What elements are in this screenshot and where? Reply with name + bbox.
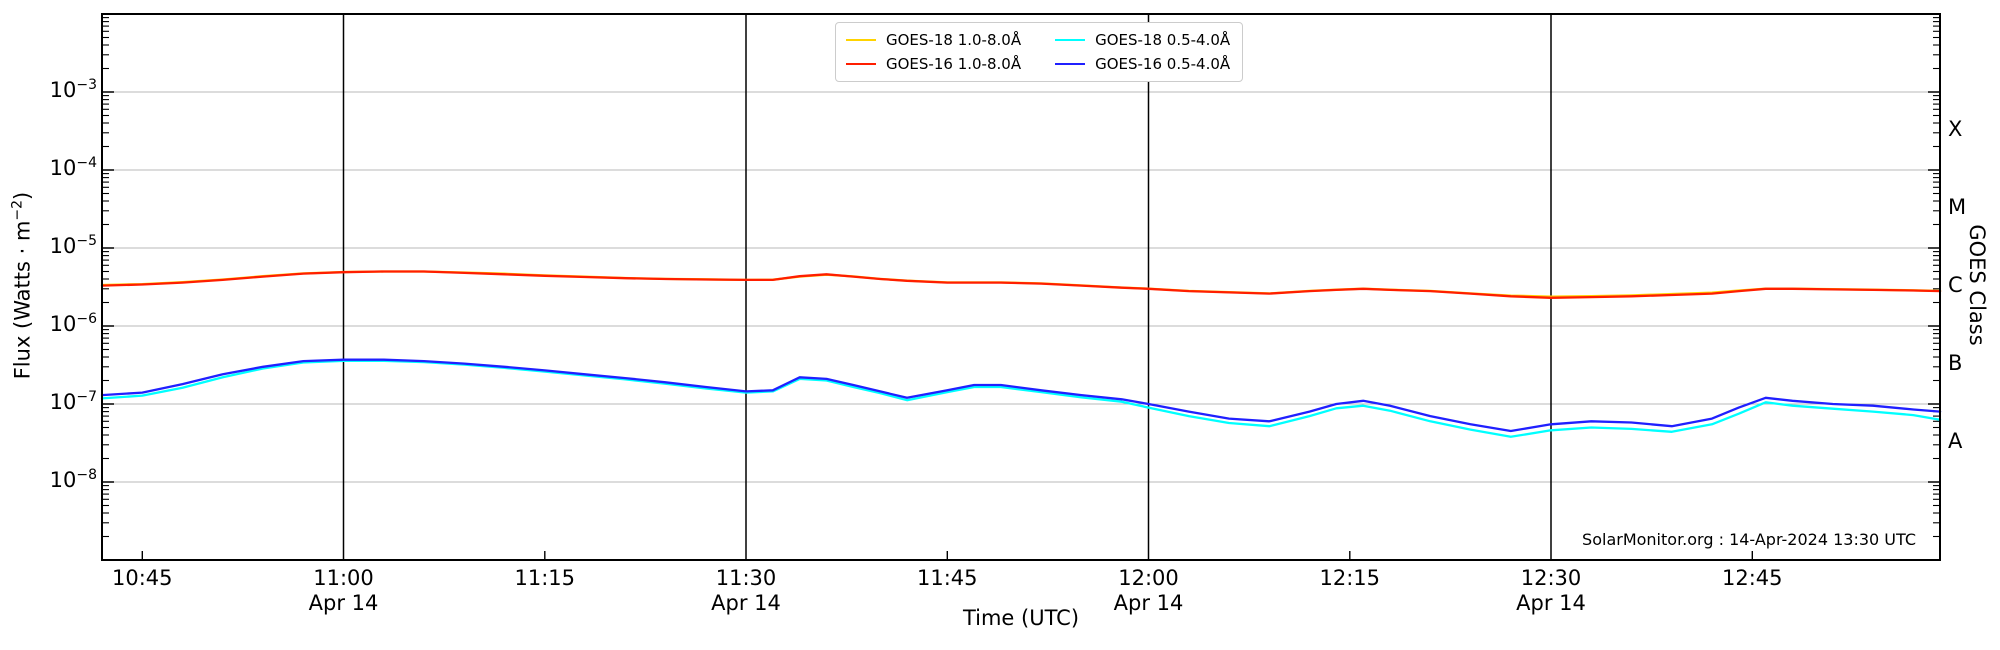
series-line-1	[100, 270, 1942, 299]
y-tick-label: 10−6	[49, 311, 97, 336]
y-tick-label: 10−3	[49, 77, 97, 102]
legend-swatch-blue-line-icon	[1055, 63, 1086, 65]
legend-swatch-yellow-line-icon	[846, 39, 876, 41]
legend-item: GOES-16 1.0-8.0Å	[846, 55, 1021, 73]
legend-item: GOES-18 1.0-8.0Å	[846, 31, 1021, 49]
x-tick-label: 12:15	[1319, 566, 1381, 590]
credit-text: SolarMonitor.org : 14-Apr-2024 13:30 UTC	[1582, 530, 1916, 549]
legend-item: GOES-18 0.5-4.0Å	[1055, 31, 1230, 49]
series-line-3	[100, 358, 1942, 433]
legend-swatch-cyan-line-icon	[1055, 39, 1086, 41]
legend-label: GOES-16 1.0-8.0Å	[886, 55, 1022, 73]
x-day-label: Apr 14	[308, 591, 379, 615]
plot-border	[101, 13, 1941, 561]
goes-class-letter: C	[1948, 273, 1963, 297]
right-axis-title: GOES Class	[1965, 224, 1989, 346]
legend-label: GOES-16 0.5-4.0Å	[1095, 55, 1231, 73]
x-tick-label: 12:30	[1520, 566, 1582, 590]
y-tick-label: 10−4	[49, 155, 97, 180]
legend-item: GOES-16 0.5-4.0Å	[1055, 55, 1230, 73]
y-axis-title: Flux (Watts · m−2)	[9, 191, 35, 380]
legend-label: GOES-18 1.0-8.0Å	[886, 31, 1022, 49]
legend: GOES-18 1.0-8.0Å GOES-16 1.0-8.0Å GOES-1…	[835, 22, 1244, 82]
y-tick-label: 10−7	[49, 389, 97, 414]
legend-swatch-red-line-icon	[846, 63, 876, 65]
goes-class-letter: A	[1948, 429, 1963, 453]
goes-class-letter: X	[1948, 117, 1963, 141]
x-day-label: Apr 14	[711, 591, 781, 615]
x-tick-label: 10:45	[111, 566, 173, 590]
x-tick-label: 11:00	[313, 566, 374, 590]
goes-class-letter: M	[1948, 195, 1967, 219]
x-tick-label: 11:30	[715, 566, 777, 590]
legend-label: GOES-18 0.5-4.0Å	[1095, 31, 1231, 49]
x-day-label: Apr 14	[1113, 591, 1184, 615]
x-axis-title: Time (UTC)	[962, 606, 1080, 630]
x-day-label: Apr 14	[1516, 591, 1586, 615]
x-tick-label: 12:00	[1118, 566, 1179, 590]
y-tick-label: 10−8	[49, 467, 97, 492]
x-tick-label: 11:15	[514, 566, 576, 590]
x-tick-label: 12:45	[1721, 566, 1783, 590]
y-tick-label: 10−5	[49, 233, 97, 258]
goes-class-letter: B	[1948, 351, 1963, 375]
x-tick-label: 11:45	[916, 566, 978, 590]
